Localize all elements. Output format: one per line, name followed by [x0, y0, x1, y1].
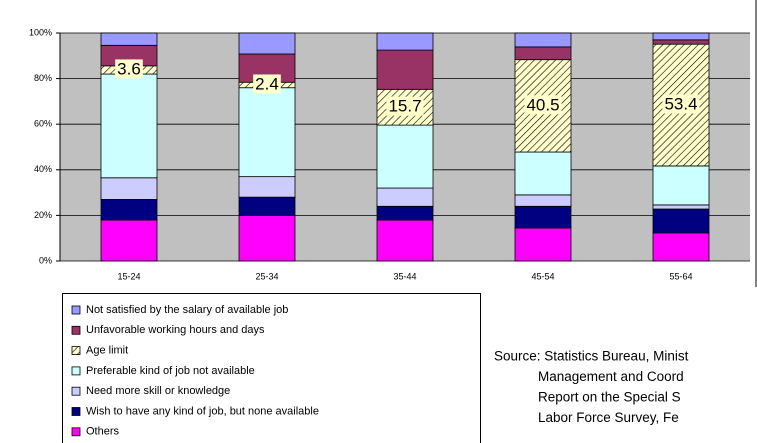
legend-label: Wish to have any kind of job, but none a…	[86, 405, 319, 417]
bar-segment	[238, 176, 296, 198]
legend-marker	[71, 427, 81, 437]
data-label-box	[253, 74, 281, 94]
legend-marker	[71, 407, 81, 416]
bar-segment	[514, 46, 572, 61]
bar-segment	[376, 124, 434, 189]
data-label-box	[386, 96, 424, 116]
legend-label: Not satisfied by the salary of available…	[86, 304, 288, 316]
bar-segment	[514, 205, 572, 229]
bar-segment	[100, 73, 158, 179]
x-tick-label: 45-54	[531, 271, 554, 281]
bar-segment	[514, 194, 572, 207]
legend-label: Others	[86, 426, 120, 438]
y-tick-label: 100%	[29, 27, 52, 37]
data-label-box	[524, 95, 562, 115]
bar-segment	[514, 227, 572, 262]
y-tick-label: 60%	[34, 119, 52, 129]
bar-segment	[376, 205, 434, 221]
bar-segment	[100, 177, 158, 200]
bar-segment	[652, 204, 710, 210]
data-label-box	[115, 59, 143, 79]
bar-segment	[376, 49, 434, 90]
bar-segment	[238, 32, 296, 55]
legend-marker	[71, 346, 81, 356]
bar-segment	[376, 187, 434, 207]
bar-segment	[376, 219, 434, 262]
bar-segment	[514, 151, 572, 196]
y-tick-label: 0%	[39, 255, 52, 265]
data-label: 2.4	[255, 74, 279, 93]
x-tick-label: 25-34	[255, 271, 278, 281]
bar-segment	[652, 165, 710, 206]
data-label: 40.5	[526, 95, 559, 114]
legend-label: Unfavorable working hours and days	[86, 324, 265, 336]
legend-marker	[71, 305, 81, 315]
bar-segment	[652, 232, 710, 262]
source-note: Labor Force Survey, Fe	[538, 410, 679, 425]
legend-label: Age limit	[86, 345, 128, 357]
x-tick-label: 35-44	[393, 271, 416, 281]
source-note: Source: Statistics Bureau, Minist	[494, 349, 689, 364]
source-note: Management and Coord	[538, 369, 684, 384]
bar-segment	[238, 196, 296, 216]
data-label: 3.6	[117, 59, 141, 78]
legend-marker	[71, 386, 81, 396]
bar-segment	[100, 219, 158, 262]
y-tick-label: 80%	[34, 73, 52, 83]
bar-segment	[100, 32, 158, 46]
legend-box	[62, 293, 481, 443]
y-tick-label: 40%	[34, 164, 52, 174]
legend-label: Need more skill or knowledge	[86, 385, 230, 397]
x-tick-label: 15-24	[117, 271, 140, 281]
bar-segment	[514, 32, 572, 48]
x-tick-label: 55-64	[669, 271, 692, 281]
bar-segment	[238, 214, 296, 262]
data-label: 15.7	[388, 97, 421, 116]
bar-segment	[652, 208, 710, 234]
legend-marker	[71, 325, 81, 335]
bar-segment	[652, 32, 710, 41]
legend-label: Preferable kind of job not available	[86, 365, 255, 377]
legend-marker	[71, 366, 81, 376]
bar-segment	[238, 87, 296, 178]
source-note: Report on the Special S	[538, 390, 681, 405]
bar-segment	[100, 199, 158, 221]
bar-segment	[376, 32, 434, 51]
data-label-box	[662, 94, 700, 114]
data-label: 53.4	[664, 95, 697, 114]
bar-segment	[652, 39, 710, 45]
y-tick-label: 20%	[34, 210, 52, 220]
